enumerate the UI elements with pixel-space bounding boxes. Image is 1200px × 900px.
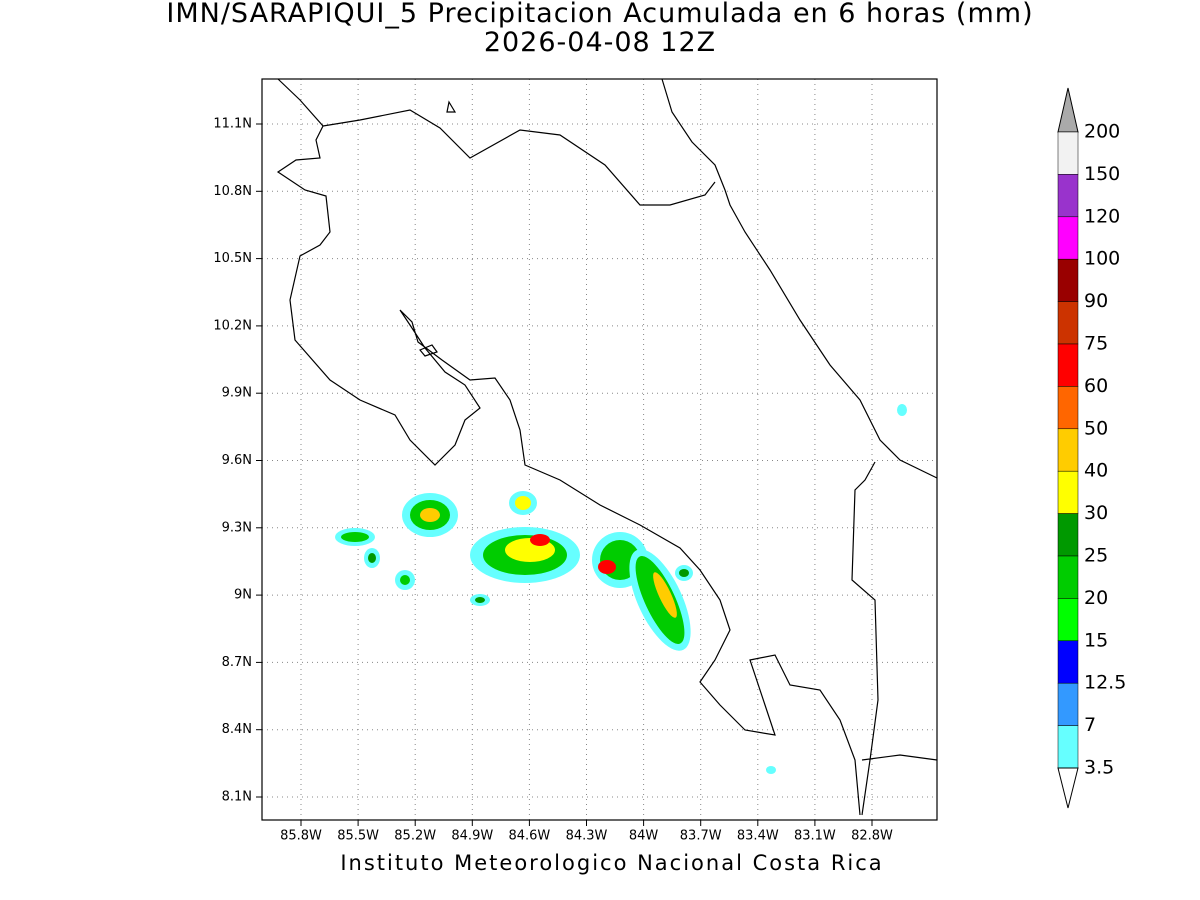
colorbar-segment [1057,513,1079,557]
colorbar-segment [1057,725,1079,769]
x-tick-label: 83.7W [680,829,722,844]
colorbar-segment [1057,598,1079,642]
y-tick-label: 9.6N [222,453,252,468]
x-tick-label: 84W [629,829,659,844]
y-tick-label: 11.1N [213,117,252,132]
y-tick-label: 8.7N [222,655,252,670]
x-tick-label: 84.9W [451,829,493,844]
y-tick-label: 10.8N [213,184,252,199]
x-tick-label: 85.2W [394,829,436,844]
y-tick-label: 9N [234,588,252,603]
y-tick-label: 10.2N [213,318,252,333]
colorbar-label: 150 [1084,163,1120,185]
x-tick-label: 85.5W [337,829,379,844]
map-title: IMN/SARAPIQUI_5 Precipitacion Acumulada … [166,0,1033,29]
colorbar-segment [1057,174,1079,218]
colorbar-label: 12.5 [1084,672,1126,694]
colorbar-segment [1057,216,1079,260]
colorbar-segment [1057,640,1079,684]
colorbar-segment [1057,301,1079,345]
y-tick-label: 10.5N [213,251,252,266]
x-tick-label: 84.6W [508,829,550,844]
x-tick-label: 85.8W [280,829,322,844]
colorbar-segment [1057,343,1079,387]
x-tick-label: 84.3W [566,829,608,844]
y-tick-label: 8.1N [222,790,252,805]
colorbar-segment [1057,682,1079,726]
colorbar-label: 7 [1084,714,1096,736]
colorbar-label: 90 [1084,290,1108,312]
colorbar-segment [1057,386,1079,430]
colorbar-label: 15 [1084,629,1108,651]
map-subtitle: 2026-04-08 12Z [484,27,716,58]
axes: 85.8W 85.5W 85.2W 84.9W 84.6W 84.3W 84W 83.7W 83… [213,117,893,844]
y-tick-label: 9.9N [222,386,252,401]
x-tick-label: 83.4W [737,829,779,844]
colorbar-label: 100 [1084,248,1120,270]
colorbar-segment [1057,131,1079,175]
colorbar-label: 75 [1084,333,1108,355]
x-tick-label: 83.1W [794,829,836,844]
y-tick-label: 8.4N [222,722,252,737]
x-tick-label: 82.8W [851,829,893,844]
colorbar-under [1057,767,1079,809]
coastlines [276,78,938,816]
colorbar-segment [1057,555,1079,599]
colorbar-label: 50 [1084,417,1108,439]
footer: Instituto Meteorologico Nacional Costa R… [340,851,883,875]
colorbar: 200 150 120 100 90 75 60 50 40 30 25 20 15 12.5 7 3.5 [1057,87,1126,809]
grid [262,79,937,820]
colorbar-label: 60 [1084,375,1108,397]
colorbar-label: 200 [1084,121,1120,143]
colorbar-segment [1057,258,1079,302]
colorbar-label: 20 [1084,587,1108,609]
colorbar-label: 30 [1084,502,1108,524]
map-frame [261,78,938,821]
precipitation [335,404,907,774]
colorbar-label: 3.5 [1084,757,1114,779]
colorbar-label: 120 [1084,205,1120,227]
y-tick-label: 9.3N [222,520,252,535]
colorbar-over [1057,87,1079,133]
colorbar-label: 25 [1084,545,1108,567]
colorbar-segment [1057,428,1079,472]
colorbar-segment [1057,470,1079,514]
colorbar-label: 40 [1084,460,1108,482]
